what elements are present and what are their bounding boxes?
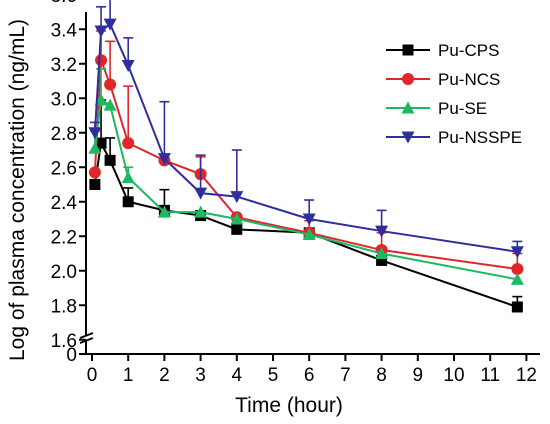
series-pu-se — [88, 68, 524, 285]
series-line — [93, 98, 518, 281]
x-tick-label: 1 — [123, 365, 134, 386]
data-point — [511, 301, 523, 313]
x-axis-title: Time (hour) — [235, 394, 343, 417]
data-point — [375, 225, 389, 238]
data-point — [510, 272, 524, 285]
data-point — [88, 141, 102, 154]
data-point — [95, 137, 107, 149]
data-point — [194, 187, 208, 200]
data-point — [94, 93, 108, 106]
series-layer — [88, 0, 524, 313]
data-point — [302, 228, 316, 241]
x-tick-label: 3 — [195, 365, 206, 386]
x-tick-label: 12 — [516, 365, 537, 386]
axes — [79, 12, 540, 355]
x-tick-label: 7 — [340, 365, 351, 386]
y-tick-label: 2.6 — [51, 158, 77, 179]
y-axis-title: Log of plasma concentration (ng/mL) — [6, 19, 29, 361]
data-point — [104, 78, 117, 91]
legend-item: Pu-CPS — [386, 41, 499, 60]
data-point — [103, 98, 117, 111]
data-point — [511, 263, 524, 276]
legend-label: Pu-SE — [438, 99, 487, 118]
y-tick-label: 2.8 — [51, 124, 77, 145]
data-point — [122, 196, 134, 208]
data-point — [157, 205, 171, 218]
legend-label: Pu-NSSPE — [438, 128, 522, 147]
data-point — [230, 191, 244, 204]
y-tick-label: 3.0 — [51, 89, 77, 110]
x-tick-label: 9 — [413, 365, 424, 386]
series-line — [93, 59, 518, 271]
x-tick-label: 0 — [87, 365, 98, 386]
x-tick-label: 11 — [480, 365, 500, 386]
x-tick-label: 6 — [304, 365, 315, 386]
data-point — [302, 213, 316, 226]
legend: Pu-CPS Pu-NCS Pu-SE Pu-NSSPE — [386, 41, 522, 147]
data-point — [510, 246, 524, 259]
y-tick-label: 3.4 — [51, 20, 78, 41]
data-point — [89, 179, 101, 190]
data-point — [376, 254, 388, 266]
y-tick-label-zero: 0 — [66, 345, 77, 366]
data-point — [157, 153, 171, 166]
legend-label: Pu-CPS — [438, 41, 499, 60]
x-tick-label: 5 — [268, 365, 279, 386]
y-tick-label: 2.4 — [51, 193, 78, 214]
y-tick-label: 2.2 — [51, 227, 77, 248]
data-point — [121, 59, 135, 72]
y-tick-label: 2.0 — [51, 262, 77, 283]
data-point — [230, 212, 244, 225]
axis-break-mark-bottom — [79, 337, 94, 344]
legend-swatch-marker — [401, 131, 415, 144]
x-tick-label: 2 — [159, 365, 170, 386]
legend-swatch-marker — [402, 44, 414, 56]
axis-break-mark-top — [79, 332, 94, 339]
axis-ticks — [79, 28, 528, 361]
x-tick-label: 10 — [443, 365, 464, 386]
legend-swatch-marker — [401, 101, 415, 114]
data-point — [95, 54, 108, 67]
data-point — [94, 25, 108, 38]
data-point — [104, 154, 116, 166]
data-point — [231, 223, 243, 235]
y-tick-label: 3.6 — [51, 0, 77, 7]
legend-item: Pu-NSSPE — [386, 128, 522, 147]
y-tick-label: 3.2 — [51, 55, 77, 76]
y-tick-label: 1.8 — [51, 296, 77, 317]
data-point — [122, 137, 135, 150]
x-tick-label: 8 — [376, 365, 387, 386]
tick-labels: 0 1 2 3 4 5 6 7 8 9 10 11 121.61.82.02.22.42.62.83.0… — [51, 0, 537, 386]
series-pu-nsspe — [88, 0, 524, 259]
data-point — [375, 247, 389, 259]
data-point — [88, 127, 102, 140]
data-point — [194, 205, 208, 218]
legend-label: Pu-NCS — [438, 70, 500, 89]
legend-swatch-marker — [402, 73, 414, 85]
series-line — [93, 139, 518, 308]
x-tick-label: 4 — [232, 365, 243, 386]
data-point — [88, 166, 101, 179]
legend-item: Pu-SE — [386, 99, 487, 118]
data-point — [103, 18, 117, 31]
data-point — [121, 171, 135, 184]
y-tick-label: 1.6 — [51, 331, 77, 352]
legend-item: Pu-NCS — [386, 70, 500, 89]
